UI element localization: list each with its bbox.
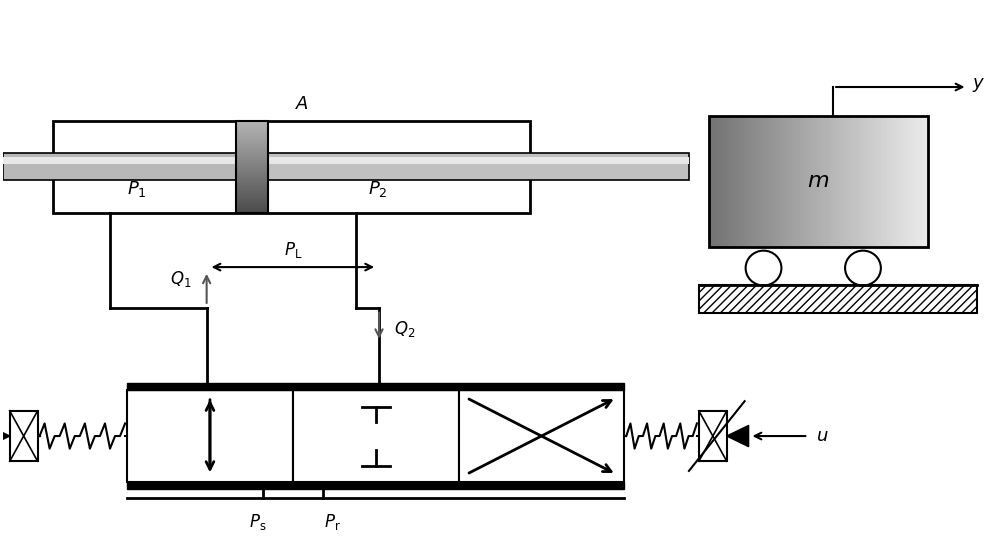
- Bar: [127, 482, 624, 489]
- Text: $P_2$: $P_2$: [368, 179, 387, 199]
- Text: $P_\mathrm{r}$: $P_\mathrm{r}$: [324, 512, 341, 532]
- Bar: [699, 411, 727, 461]
- Bar: [268, 157, 689, 164]
- Text: $P_\mathrm{s}$: $P_\mathrm{s}$: [249, 512, 267, 532]
- Polygon shape: [0, 425, 10, 447]
- Bar: [699, 286, 977, 313]
- Polygon shape: [727, 425, 749, 447]
- Bar: [53, 121, 530, 213]
- Bar: [10, 411, 38, 461]
- Bar: [236, 121, 268, 213]
- Text: $u$: $u$: [816, 427, 829, 445]
- Text: $Q_1$: $Q_1$: [170, 268, 192, 289]
- Text: $m$: $m$: [807, 170, 829, 192]
- Circle shape: [746, 251, 781, 286]
- Bar: [709, 116, 928, 247]
- Text: $A$: $A$: [295, 95, 309, 113]
- Text: $Q_2$: $Q_2$: [394, 319, 415, 339]
- Bar: [3, 154, 236, 180]
- Bar: [459, 390, 624, 482]
- Bar: [127, 383, 624, 390]
- Text: $P_\mathrm{L}$: $P_\mathrm{L}$: [284, 241, 302, 260]
- Circle shape: [845, 251, 881, 286]
- Text: $P_1$: $P_1$: [127, 179, 147, 199]
- Text: $y$: $y$: [972, 76, 986, 94]
- Bar: [127, 390, 293, 482]
- Bar: [268, 154, 689, 180]
- Bar: [293, 390, 459, 482]
- Bar: [3, 157, 236, 164]
